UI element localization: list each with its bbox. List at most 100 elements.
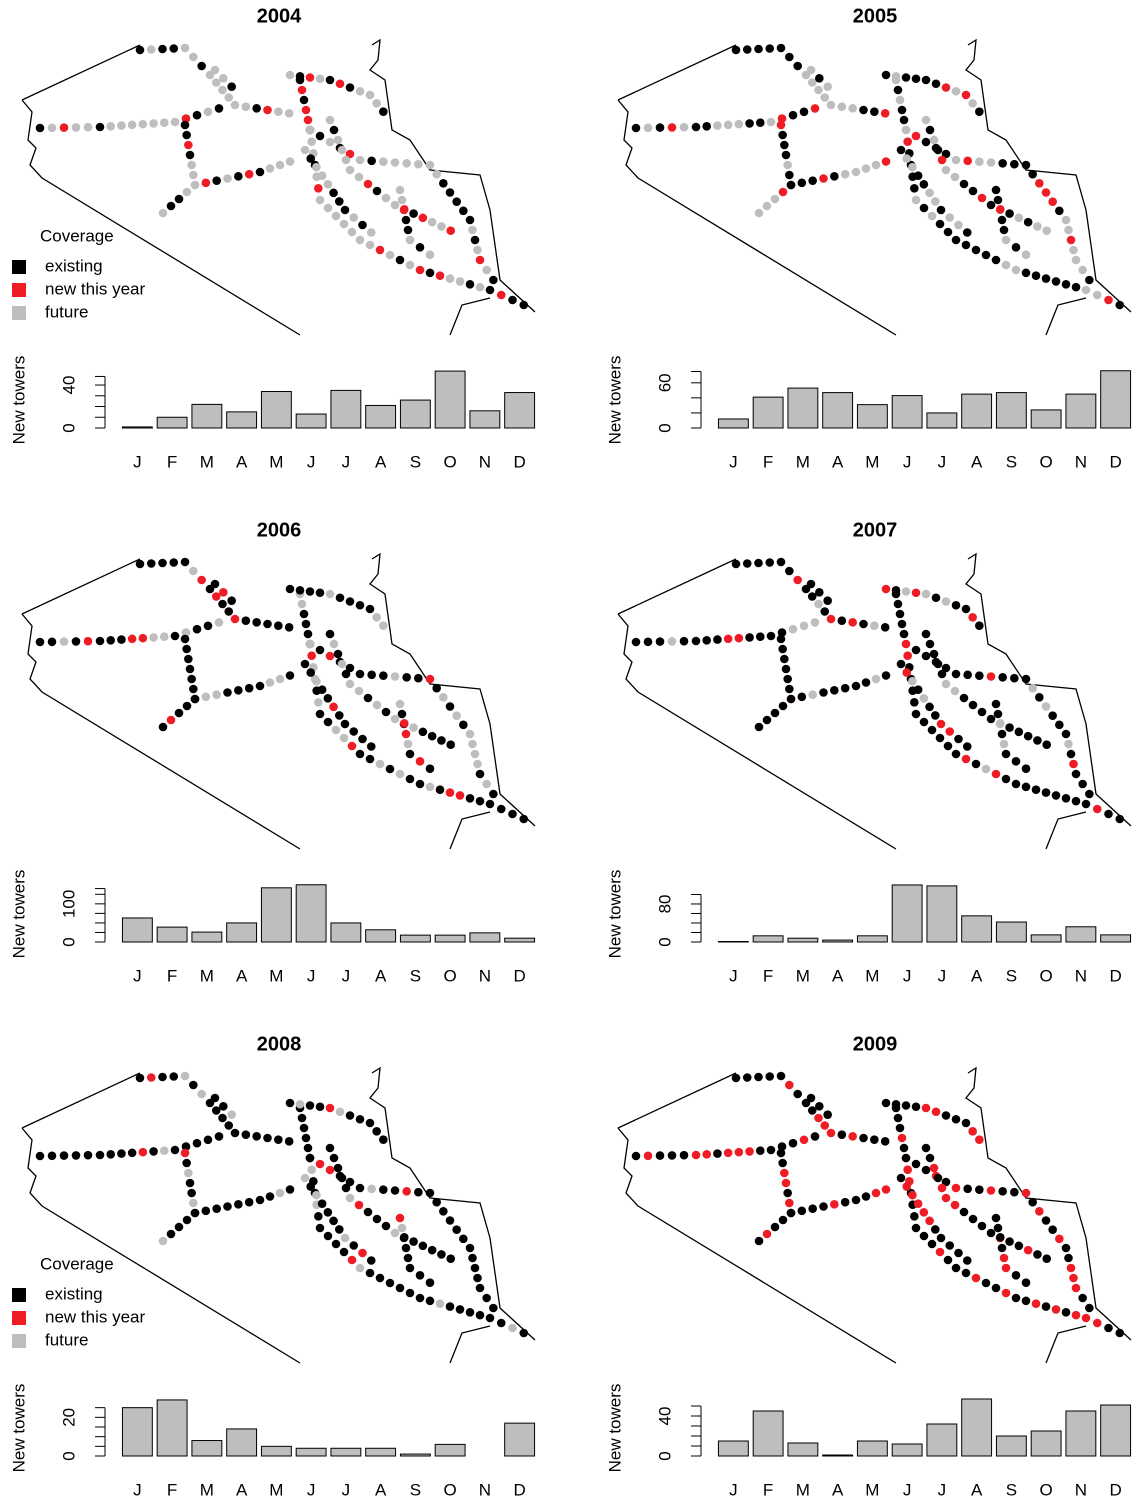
border [369, 552, 536, 827]
tower-dot [325, 651, 335, 661]
x-tick-label: F [167, 966, 177, 985]
bar [961, 1398, 993, 1457]
tower-dot [881, 157, 891, 166]
tower-dot [930, 197, 940, 206]
tower-dot [755, 118, 765, 128]
tower-dot [954, 1248, 963, 1258]
y-axis-label: New towers [605, 870, 624, 959]
tower-dot [765, 558, 775, 567]
tower-dot [174, 708, 184, 718]
tower-dot [977, 193, 987, 203]
tower-dot [691, 122, 701, 132]
tower-dot [335, 593, 345, 603]
tower-dot [897, 619, 907, 629]
tower-dot [995, 204, 1005, 214]
tower-dot [871, 674, 881, 684]
tower-dot [778, 701, 788, 711]
tower-dot [1041, 1216, 1051, 1225]
tower-dot [995, 718, 1005, 728]
tower-dot [930, 711, 940, 720]
tower-dot [723, 1148, 733, 1158]
tower-dot [1011, 243, 1021, 252]
tower-dot [975, 621, 984, 630]
tower-dot [385, 1278, 395, 1288]
tower-dot [138, 1147, 148, 1157]
tower-dot [1042, 740, 1052, 750]
tower-dot [731, 559, 741, 569]
tower-dot [921, 1143, 931, 1153]
tower-dot [399, 718, 409, 728]
tower-dot [117, 121, 126, 130]
tower-dot [921, 629, 931, 639]
tower-dot [355, 86, 365, 96]
tower-dot [190, 1208, 200, 1218]
tower-dot [307, 1165, 316, 1174]
tower-dot [349, 213, 359, 222]
y-tick-label: 0 [59, 937, 78, 946]
tower-dot [935, 1247, 945, 1257]
bar [399, 934, 431, 943]
tower-dot [1021, 1188, 1031, 1198]
tower-dot [307, 651, 316, 660]
tower-dot [395, 769, 405, 779]
tower-dot [372, 99, 381, 108]
tower-dot [950, 172, 960, 182]
border [617, 558, 737, 615]
tower-dot [315, 588, 325, 598]
tower-dot [901, 1101, 911, 1110]
panel: 2005 0 60 New towers J F M A M J J A S O N D [605, 5, 1132, 471]
tower-dot [295, 585, 305, 595]
tower-dot [223, 1202, 232, 1211]
tower-dot [810, 104, 820, 113]
tower-dot [244, 169, 254, 179]
tower-dot [71, 1151, 81, 1160]
tower-dot [315, 74, 325, 84]
tower-dot [224, 1121, 234, 1130]
tower-dot [931, 593, 941, 603]
tower-dot [166, 715, 176, 725]
legend-swatch [12, 283, 26, 297]
tower-dot [315, 195, 325, 205]
x-tick-label: F [763, 452, 773, 471]
x-tick-label: J [133, 966, 142, 985]
tower-dot [951, 1183, 961, 1193]
tower-dot [210, 1093, 220, 1103]
tower-dot [1055, 720, 1064, 730]
tower-dot [166, 201, 176, 211]
tower-dot [305, 587, 315, 596]
bar [434, 934, 466, 943]
tower-dot [911, 131, 921, 141]
legend-label: existing [45, 1284, 103, 1303]
bar [434, 370, 466, 429]
tower-dot [731, 1073, 741, 1083]
tower-dot [997, 729, 1007, 739]
x-tick-label: S [410, 966, 421, 985]
legend-label: existing [45, 256, 103, 275]
tower-dot [355, 749, 365, 759]
tower-dot [911, 1102, 921, 1112]
tower-dot [244, 683, 254, 693]
tower-dot [341, 1183, 351, 1193]
tower-dot [762, 201, 772, 211]
tower-dot [192, 1138, 202, 1148]
tower-dot [314, 184, 323, 193]
tower-dot [349, 1241, 359, 1250]
tower-dot [329, 702, 338, 712]
tower-dot [797, 692, 807, 702]
tower-dot [306, 154, 316, 163]
tower-dot [439, 693, 448, 702]
tower-dot [399, 1232, 409, 1242]
tower-dot [170, 117, 180, 127]
tower-dot [485, 1313, 495, 1323]
tower-dot [908, 162, 917, 172]
tower-dot [1048, 197, 1057, 206]
tower-dot [190, 180, 200, 190]
bar [752, 935, 784, 943]
tower-dot [1078, 779, 1087, 789]
tower-dot [317, 685, 327, 695]
tower-dot [793, 61, 802, 71]
tower-dot [241, 1130, 251, 1139]
tower-dot [991, 699, 1001, 709]
tower-dot [347, 227, 357, 237]
tower-dot [826, 100, 836, 110]
